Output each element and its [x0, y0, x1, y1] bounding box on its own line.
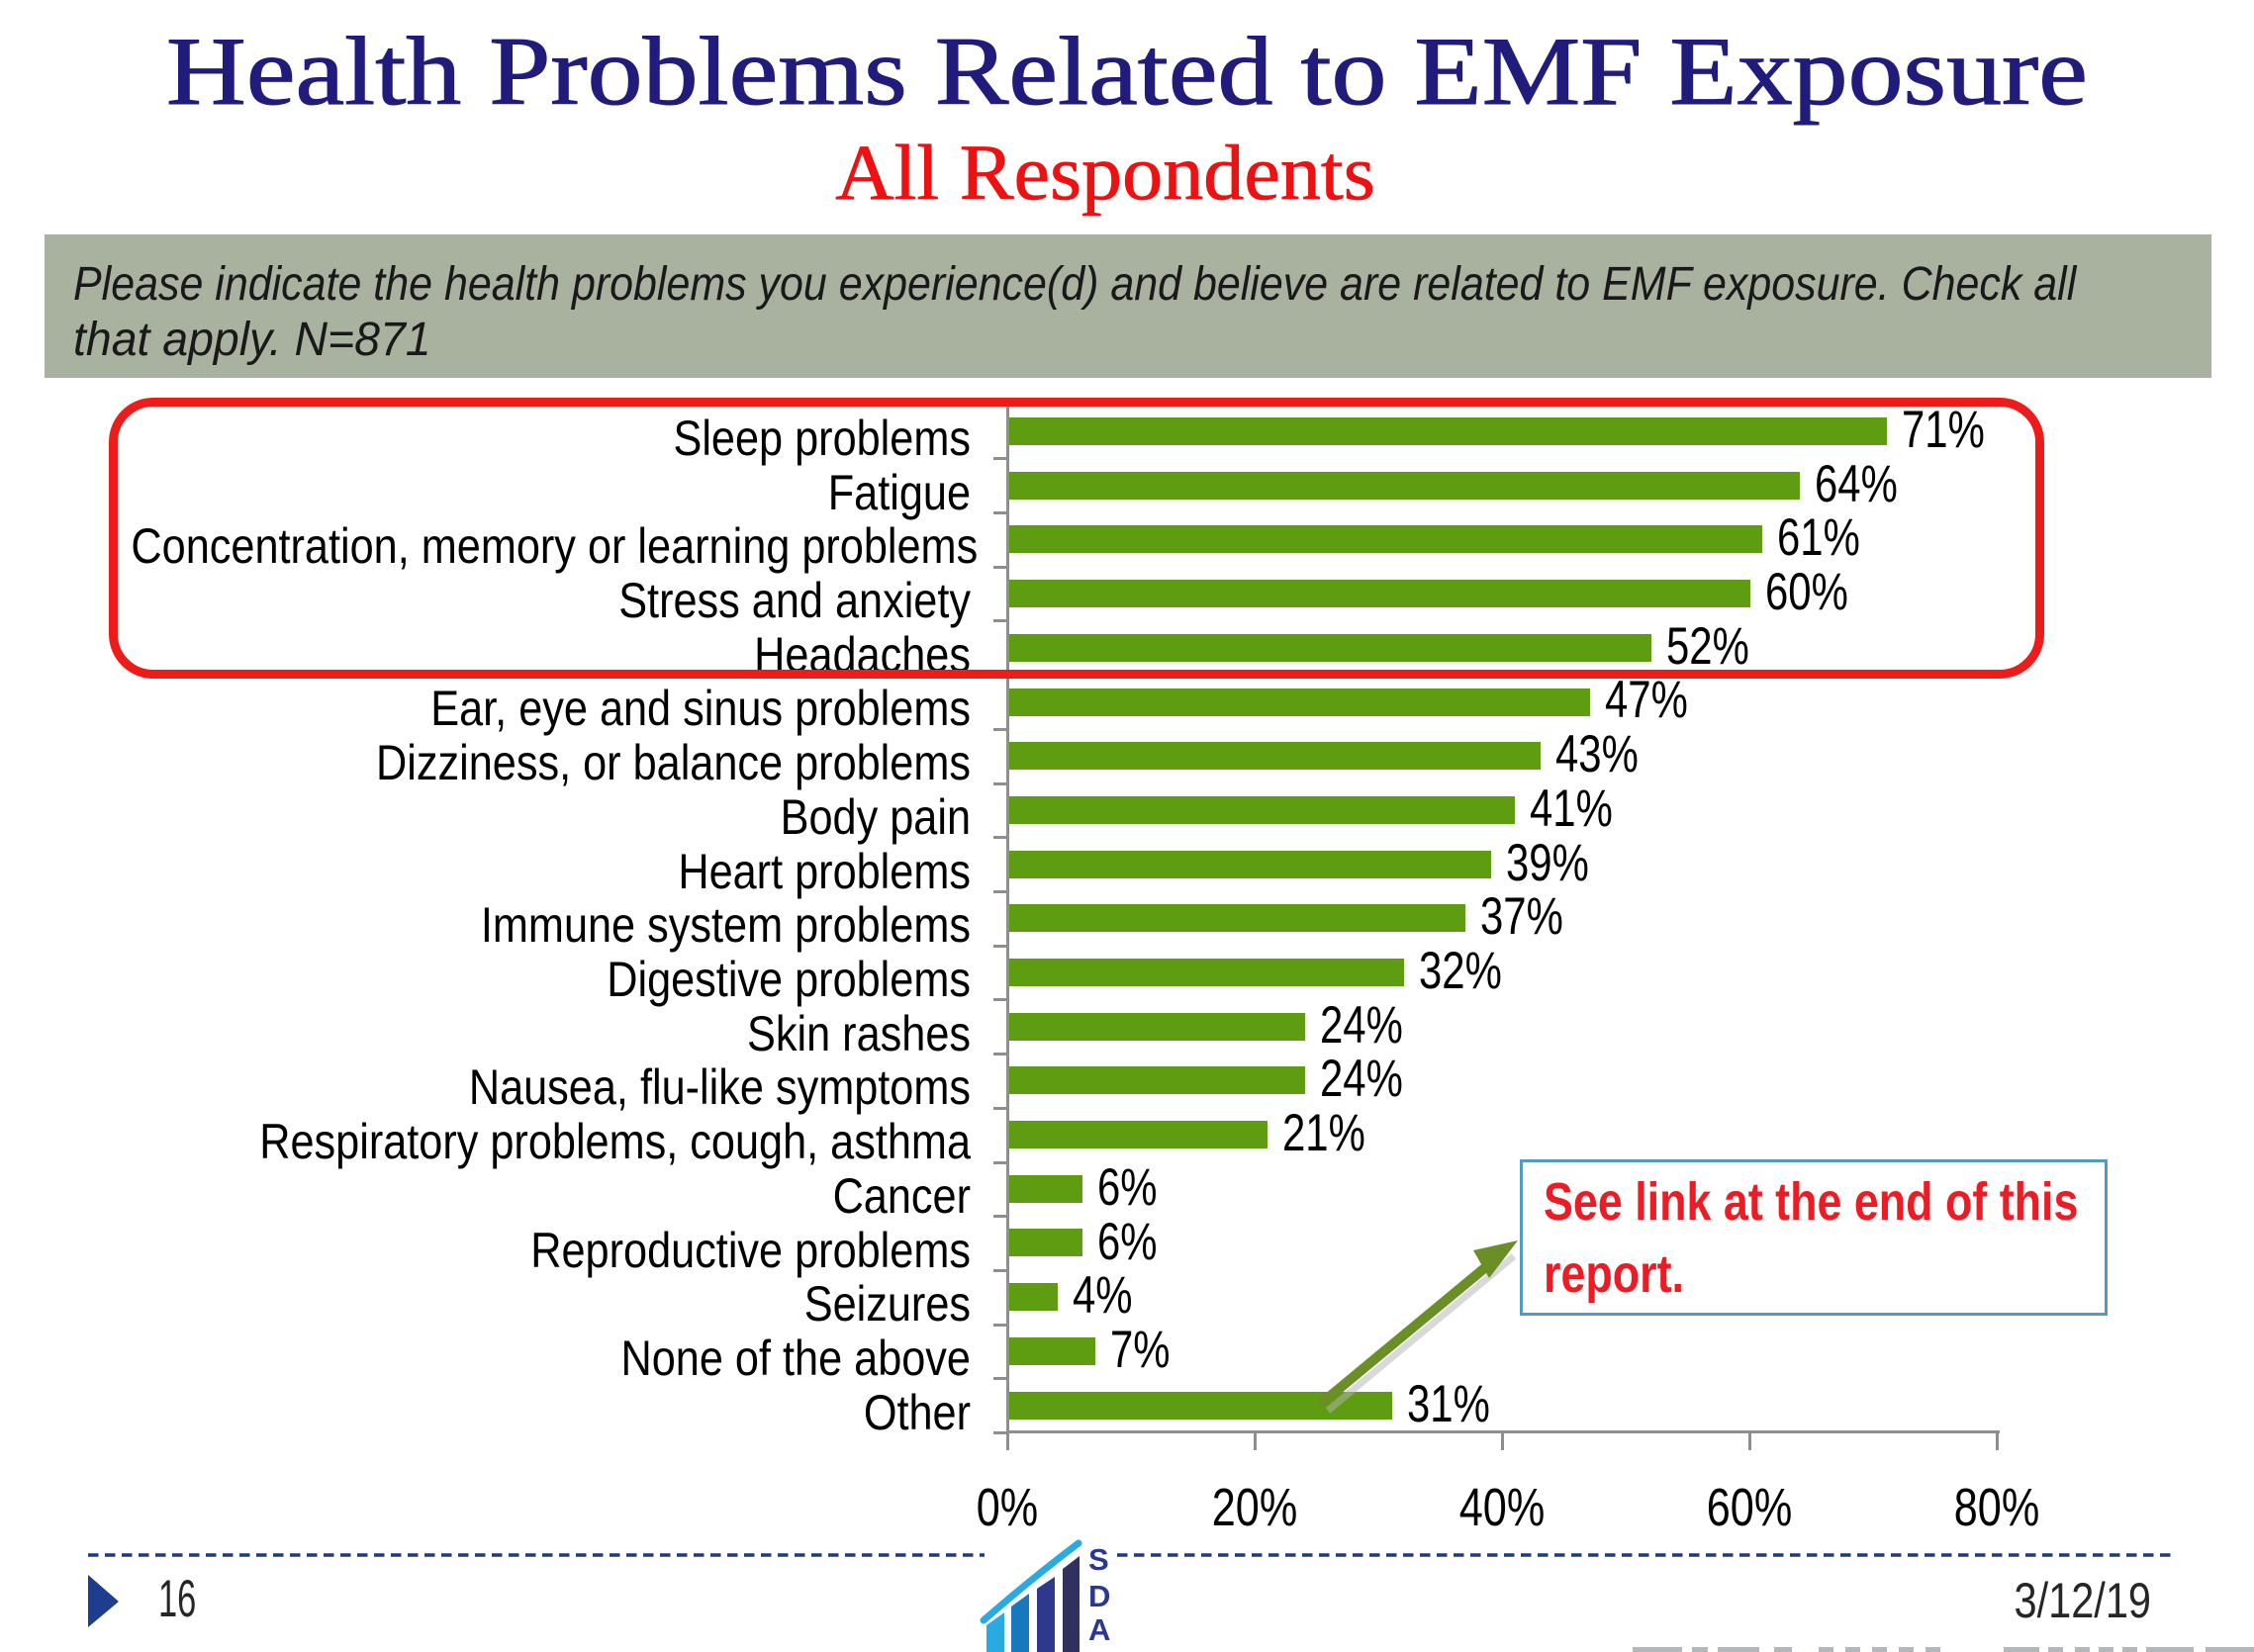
- svg-text:S: S: [1088, 1542, 1109, 1577]
- svg-text:A: A: [1088, 1612, 1110, 1647]
- svg-text:D: D: [1088, 1579, 1110, 1613]
